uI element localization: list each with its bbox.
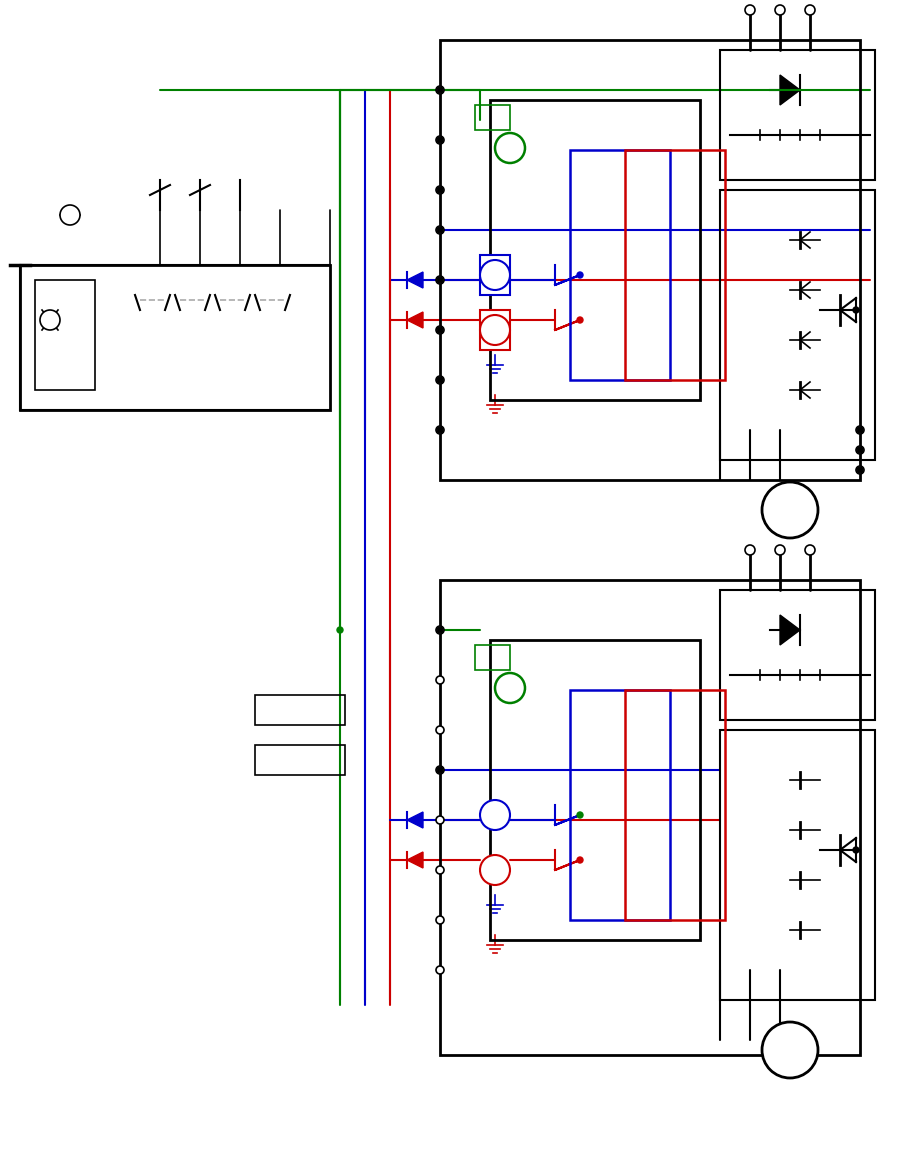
Circle shape	[479, 316, 509, 345]
Text: M: M	[781, 501, 797, 519]
Text: Q: Q	[492, 271, 497, 278]
Circle shape	[436, 227, 443, 233]
Circle shape	[435, 276, 444, 284]
Circle shape	[435, 136, 444, 144]
Text: Q: Q	[492, 327, 497, 333]
Circle shape	[856, 447, 862, 454]
Bar	[475, 645, 509, 670]
Circle shape	[436, 277, 443, 283]
Circle shape	[855, 426, 863, 434]
Bar	[624, 690, 724, 920]
Bar	[255, 745, 344, 775]
Circle shape	[435, 726, 444, 734]
Circle shape	[577, 271, 582, 278]
Circle shape	[762, 1022, 817, 1078]
Bar	[719, 50, 874, 180]
Polygon shape	[406, 271, 423, 288]
Bar	[624, 150, 724, 380]
Circle shape	[479, 260, 509, 290]
Circle shape	[774, 545, 784, 554]
Bar	[439, 580, 859, 1054]
Circle shape	[435, 815, 444, 824]
Polygon shape	[779, 615, 799, 645]
Circle shape	[495, 673, 525, 703]
Circle shape	[435, 916, 444, 925]
Circle shape	[435, 766, 444, 774]
Polygon shape	[406, 812, 423, 828]
Circle shape	[435, 676, 444, 684]
Bar	[255, 695, 344, 725]
Bar	[20, 264, 330, 409]
Circle shape	[577, 812, 582, 818]
Circle shape	[852, 847, 858, 853]
Circle shape	[479, 800, 509, 831]
Circle shape	[435, 966, 444, 974]
Bar	[719, 590, 874, 720]
Circle shape	[436, 327, 443, 333]
Bar	[569, 150, 670, 380]
Bar	[719, 190, 874, 461]
Circle shape	[435, 226, 444, 234]
Bar	[35, 280, 95, 390]
Circle shape	[337, 628, 343, 633]
Circle shape	[856, 427, 862, 433]
Circle shape	[855, 445, 863, 454]
Circle shape	[855, 466, 863, 474]
Circle shape	[856, 467, 862, 473]
Polygon shape	[406, 312, 423, 328]
Text: M: M	[781, 1041, 797, 1059]
Circle shape	[435, 326, 444, 334]
Polygon shape	[406, 851, 423, 868]
Circle shape	[804, 545, 814, 554]
Circle shape	[435, 86, 444, 94]
Bar	[439, 39, 859, 480]
Circle shape	[435, 867, 444, 873]
Bar	[489, 100, 700, 400]
Circle shape	[762, 483, 817, 538]
Circle shape	[435, 376, 444, 384]
Bar	[475, 106, 509, 130]
Circle shape	[744, 545, 754, 554]
Circle shape	[436, 187, 443, 193]
Circle shape	[577, 317, 582, 322]
Circle shape	[436, 87, 443, 93]
Circle shape	[744, 5, 754, 15]
Bar	[569, 690, 670, 920]
Circle shape	[577, 857, 582, 863]
Circle shape	[435, 186, 444, 194]
Polygon shape	[779, 75, 799, 106]
Circle shape	[774, 5, 784, 15]
Circle shape	[495, 133, 525, 164]
Circle shape	[436, 427, 443, 433]
Circle shape	[804, 5, 814, 15]
Bar	[479, 255, 509, 295]
Circle shape	[479, 855, 509, 885]
Bar	[479, 310, 509, 350]
Circle shape	[60, 205, 80, 225]
Circle shape	[436, 377, 443, 383]
Circle shape	[40, 310, 60, 329]
Circle shape	[436, 628, 443, 633]
Circle shape	[852, 307, 858, 313]
Circle shape	[435, 626, 444, 635]
Circle shape	[435, 426, 444, 434]
Circle shape	[436, 137, 443, 143]
Bar	[719, 730, 874, 1000]
Circle shape	[436, 767, 443, 773]
Bar	[489, 640, 700, 940]
